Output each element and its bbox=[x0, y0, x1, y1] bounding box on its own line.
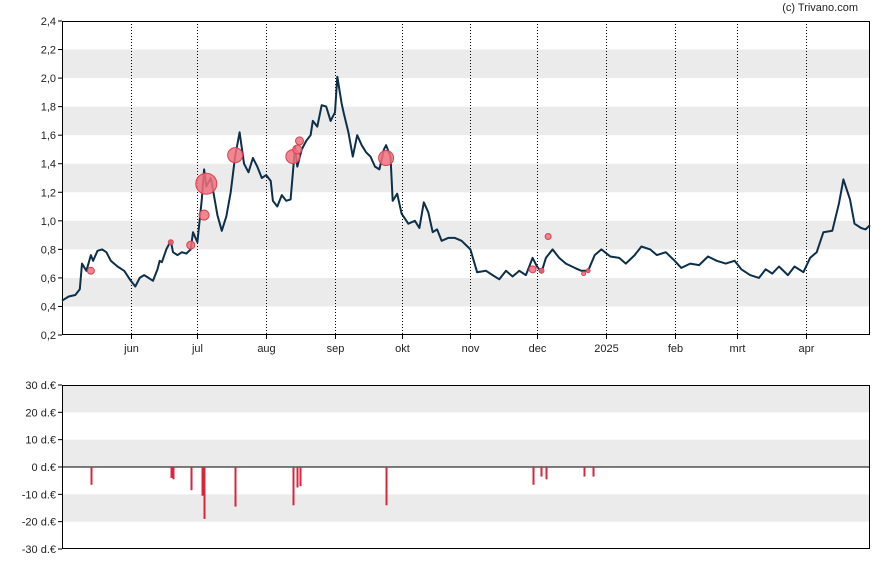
copyright-label: (c) Trivano.com bbox=[782, 2, 858, 14]
price-y-tick-label: 1,2 bbox=[41, 187, 56, 199]
price-x-tick-label: aug bbox=[257, 343, 275, 355]
price-grid-band bbox=[62, 106, 870, 136]
price-y-tick-label: 1,4 bbox=[41, 159, 56, 171]
price-x-tick-label: jul bbox=[191, 343, 203, 355]
price-y-tick-label: 2,4 bbox=[41, 16, 56, 28]
volume-y-tick-label: 30 d.€ bbox=[25, 380, 56, 392]
trade-marker bbox=[195, 172, 218, 195]
price-grid-band bbox=[62, 163, 870, 193]
price-x-tick-label: mrt bbox=[730, 343, 746, 355]
price-x-tick-label: 2025 bbox=[594, 343, 618, 355]
volume-y-tick-label: -10 d.€ bbox=[22, 489, 56, 501]
price-y-tick-label: 0,6 bbox=[41, 273, 56, 285]
trade-marker bbox=[86, 266, 95, 275]
trade-marker bbox=[292, 144, 303, 155]
price-y-tick-label: 0,2 bbox=[41, 330, 56, 342]
volume-grid-band bbox=[62, 439, 870, 467]
price-x-tick-label: nov bbox=[462, 343, 480, 355]
trade-marker bbox=[378, 150, 395, 167]
price-y-tick-label: 1,6 bbox=[41, 130, 56, 142]
price-x-tick-label: dec bbox=[529, 343, 547, 355]
trade-marker bbox=[528, 265, 537, 274]
volume-y-tick-label: 20 d.€ bbox=[25, 407, 56, 419]
trade-marker bbox=[585, 268, 591, 274]
price-x-tick-label: apr bbox=[799, 343, 815, 355]
price-chart: 0,2 0,4 0,6 0,8 1,0 1,2 1,4 1,6 1,8 2,0 2,2 2,4 jun j… bbox=[41, 16, 871, 355]
volume-grid-band bbox=[62, 385, 870, 413]
trade-marker bbox=[198, 209, 210, 221]
price-plot-frame bbox=[62, 21, 870, 335]
trade-marker bbox=[167, 239, 174, 246]
trade-marker bbox=[227, 147, 244, 164]
price-x-tick-label: sep bbox=[327, 343, 345, 355]
price-x-tick-label: okt bbox=[395, 343, 410, 355]
volume-grid-band bbox=[62, 494, 870, 522]
volume-y-tick-label: -20 d.€ bbox=[22, 517, 56, 529]
volume-chart: 30 d.€ 20 d.€ 10 d.€ 0 d.€ -10 d.€ -20 d.€ -30… bbox=[22, 380, 870, 556]
trade-marker bbox=[544, 233, 552, 241]
price-y-tick-label: 2,0 bbox=[41, 73, 56, 85]
volume-y-tick-label: -30 d.€ bbox=[22, 544, 56, 556]
price-y-tick-label: 1,0 bbox=[41, 216, 56, 228]
volume-y-tick-label: 10 d.€ bbox=[25, 435, 56, 447]
trade-marker bbox=[581, 271, 587, 277]
trade-marker bbox=[186, 240, 196, 250]
volume-y-tick-label: 0 d.€ bbox=[32, 462, 56, 474]
price-y-tick-label: 1,8 bbox=[41, 102, 56, 114]
price-grid-band bbox=[62, 277, 870, 307]
price-series-line bbox=[61, 75, 871, 302]
trade-marker bbox=[538, 267, 545, 274]
volume-plot-frame bbox=[62, 385, 870, 549]
price-y-tick-label: 0,8 bbox=[41, 244, 56, 256]
trade-marker bbox=[295, 136, 305, 146]
price-grid-band bbox=[62, 49, 870, 79]
price-y-tick-label: 2,2 bbox=[41, 45, 56, 57]
price-y-tick-label: 0,4 bbox=[41, 301, 56, 313]
price-x-tick-label: feb bbox=[668, 343, 683, 355]
price-x-tick-label: jun bbox=[123, 343, 139, 355]
